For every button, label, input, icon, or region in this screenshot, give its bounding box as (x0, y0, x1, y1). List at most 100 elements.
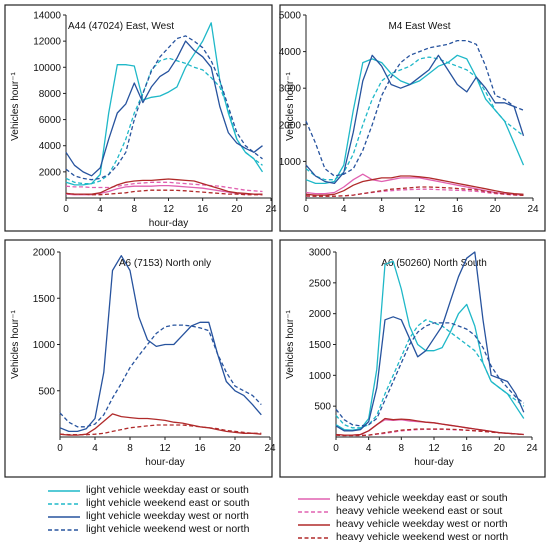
series-line-lwwn (305, 54, 525, 185)
chart-frame (4, 4, 273, 232)
y-tick-label: 1500 (309, 340, 332, 351)
x-tick-label: 24 (526, 443, 538, 454)
y-tick-label: 1000 (33, 340, 56, 351)
y-tick-label: 2000 (279, 120, 302, 131)
x-tick-label: 16 (194, 443, 206, 454)
x-tick-label: 12 (163, 204, 175, 215)
x-tick-label: 12 (159, 443, 171, 454)
series-line-hwwn (59, 413, 262, 436)
series-line-hwewn (59, 424, 262, 436)
x-axis-label: hour-day (414, 457, 453, 468)
legend-label: light vehicle weekday west or north (86, 510, 249, 522)
legend-light-vehicles: light vehicle weekday east or south light… (48, 484, 249, 536)
y-tick-label: 2000 (33, 248, 56, 259)
legend-label: heavy vehicle weekend west or north (336, 531, 509, 543)
y-tick-label: 3000 (279, 84, 302, 95)
x-tick-label: 12 (428, 443, 440, 454)
series-line-hwewn (65, 189, 263, 196)
chart-frame (279, 239, 546, 478)
chart-frame (4, 239, 273, 478)
series-line-hwwn (305, 175, 524, 196)
x-tick-label: 12 (414, 204, 426, 215)
x-tick-label: 4 (92, 443, 98, 454)
x-axis-label: hour-day (149, 218, 188, 229)
x-tick-label: 24 (265, 204, 277, 215)
series-line-hwewn (335, 428, 524, 437)
legend-label: light vehicle weekend east or south (86, 497, 250, 509)
legend-swatch (48, 515, 80, 518)
legend-swatch (298, 497, 330, 500)
legend-swatch (48, 528, 80, 531)
y-tick-label: 5000 (279, 11, 302, 22)
legend-label: light vehicle weekday east or south (86, 484, 249, 496)
x-tick-label: 4 (341, 204, 347, 215)
x-tick-label: 24 (264, 443, 276, 454)
x-tick-label: 16 (461, 443, 473, 454)
legend-item-lwes: light vehicle weekday east or south (48, 484, 249, 497)
x-tick-label: 20 (229, 443, 241, 454)
chart-panel-1: 2000 4000 6000 8000 10000 12000 14000 0 4 8 12 16 20… (4, 4, 277, 232)
y-tick-label: 3000 (309, 248, 332, 259)
x-tick-label: 0 (303, 204, 309, 215)
x-tick-label: 0 (333, 443, 339, 454)
y-tick-label: 4000 (39, 141, 62, 152)
chart-panel-4: 500 1000 1500 2000 2500 3000 0 4 8 12 16 20 24 A6 (50… (279, 239, 546, 478)
x-tick-label: 8 (132, 204, 138, 215)
y-axis-label: Vehicles hour⁻¹ (285, 72, 296, 141)
legend-item-lwewn: light vehicle weekend west or north (48, 523, 249, 536)
legend-label: heavy vehicle weekday west or north (336, 518, 508, 530)
x-tick-label: 8 (399, 443, 405, 454)
legend-swatch (48, 489, 80, 492)
series-line-hwwn (65, 178, 263, 195)
x-tick-label: 20 (490, 204, 502, 215)
legend-label: heavy vehicle weekend east or sout (336, 505, 503, 517)
legend-swatch (298, 536, 330, 539)
legend-swatch (298, 510, 330, 513)
x-axis-label: hour-day (145, 457, 184, 468)
legend-item-lwwn: light vehicle weekday west or north (48, 510, 249, 523)
y-tick-label: 1000 (279, 157, 302, 168)
x-tick-label: 8 (379, 204, 385, 215)
y-tick-label: 2500 (309, 278, 332, 289)
y-tick-label: 2000 (39, 167, 62, 178)
legend-item-hwees: heavy vehicle weekend east or sout (298, 505, 508, 518)
y-tick-label: 1500 (33, 294, 56, 305)
series-line-hwees (65, 181, 263, 193)
legend-item-hwwn: heavy vehicle weekday west or north (298, 518, 508, 531)
chart-panel-2: 1000 2000 3000 4000 5000 0 4 8 12 16 20 24 M4 East W… (279, 4, 546, 232)
series-line-hwewn (305, 186, 524, 197)
x-tick-label: 8 (127, 443, 133, 454)
series-line-lwes (65, 22, 264, 186)
chart-title: A6 (50260) North South (381, 258, 487, 269)
y-tick-label: 8000 (39, 89, 62, 100)
y-tick-label: 500 (314, 402, 331, 413)
x-tick-label: 4 (97, 204, 103, 215)
x-tick-label: 0 (63, 204, 69, 215)
series-line-lwewn (65, 35, 263, 181)
series-line-lwwn (335, 251, 525, 432)
y-axis-label: Vehicles hour⁻¹ (10, 310, 21, 379)
series-line-lwwn (59, 255, 262, 433)
y-axis-label: Vehicles hour⁻¹ (10, 72, 21, 141)
chart-title: M4 East West (388, 21, 450, 32)
legend-swatch (48, 502, 80, 505)
x-tick-label: 0 (57, 443, 63, 454)
x-tick-label: 16 (197, 204, 209, 215)
series-line-lwees (65, 57, 263, 185)
series-line-lwwn (65, 40, 263, 177)
y-tick-label: 1000 (309, 371, 332, 382)
series-line-lwewn (305, 39, 524, 177)
legend-label: light vehicle weekend west or north (86, 523, 250, 535)
legend-label: heavy vehicle weekday east or south (336, 492, 508, 504)
x-tick-label: 20 (494, 443, 506, 454)
y-tick-label: 6000 (39, 115, 62, 126)
legend-item-lwees: light vehicle weekend east or south (48, 497, 249, 510)
y-tick-label: 10000 (33, 63, 61, 74)
chart-title: A44 (47024) East, West (68, 21, 174, 32)
legend-item-hwes: heavy vehicle weekday east or south (298, 492, 508, 505)
series-line-lwees (335, 319, 525, 429)
legend-heavy-vehicles: heavy vehicle weekday east or south heavy… (298, 492, 508, 544)
chart-title: A6 (7153) North only (119, 258, 211, 269)
series-line-lwes (305, 54, 525, 185)
